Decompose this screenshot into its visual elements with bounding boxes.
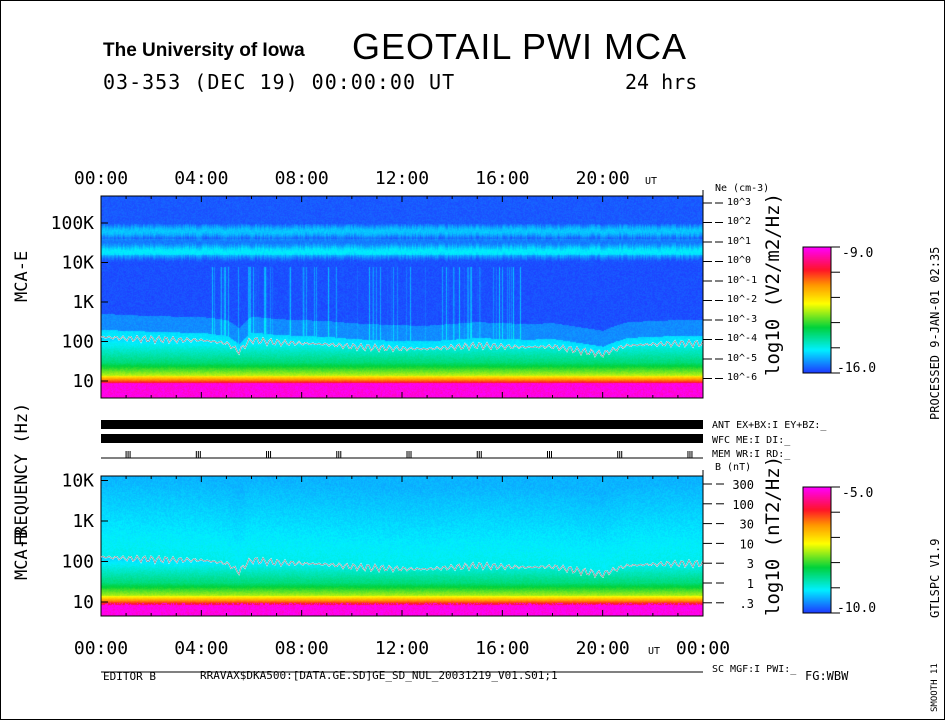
plasma-line-edge [100,335,704,358]
ant-status: ANT EX+BX:I EY+BZ:_ [712,420,827,431]
y-axis-label: FREQUENCY (Hz) [12,402,32,546]
ne-tick-label: 10^1 [727,236,752,247]
x-tick-top-unit: UT [645,176,657,187]
colorbar-border [802,246,832,374]
ne-tick-label: 10^-2 [727,294,758,305]
processed-label: PROCESSED 9-JAN-01 02:35 [928,246,942,420]
b-axis-title: B (nT) [715,462,752,473]
x-tick-top: 00:00 [74,168,128,189]
b-tick-label: 100 [732,498,754,512]
version-label: GTLSPC V1.9 [928,538,942,618]
editor-label: EDITOR B [103,670,156,683]
ne-tick-label: 10^-5 [727,353,758,364]
mca-e-colorbar [803,247,831,373]
ne-tick-label: 10^-1 [727,275,758,286]
plasma-line-edge [100,555,704,578]
mca-e-plasma-line [100,334,704,358]
mca-b-spectrogram [101,476,703,616]
mca-b-colorbar [803,487,831,613]
mca-e-spectrogram [101,196,703,398]
file-path: RRAVAX$DKA500:[DATA.GE.SD]GE_SD_NUL_2003… [200,669,558,682]
x-tick-top: 08:00 [275,168,329,189]
colorbar-max-e: -9.0 [842,246,874,261]
b-tick-label: 300 [732,478,754,492]
x-tick-top: 16:00 [475,168,529,189]
x-tick-top: 04:00 [174,168,228,189]
y-tick-label-e: 100 [61,332,94,353]
b-tick-label: .3 [740,597,754,611]
x-tick-bottom: 00:00 [74,638,128,659]
ne-tick-label: 10^-3 [727,314,758,325]
duration-label: 24 hrs [625,70,698,94]
date-label: 03-353 (DEC 19) 00:00:00 UT [103,70,456,94]
wfc-status-bar [101,434,703,443]
y-tick-label-b: 10K [61,471,94,492]
ne-tick-label: 10^3 [727,197,752,208]
panel-label-mca-e: MCA-E [12,250,32,302]
ne-tick-label: 10^-4 [727,333,758,344]
ant-status-bar [101,420,703,429]
b-tick-label: 10 [740,537,754,551]
x-tick-bottom: 08:00 [275,638,329,659]
x-tick-top: 20:00 [576,168,630,189]
mca-b-panel-border [100,475,704,617]
colorbar-label-e: log10 (V2/m2/Hz) [762,192,784,376]
ne-tick-label: 10^2 [727,216,752,227]
y-tick-label-b: 10 [72,592,94,613]
b-tick-label: 1 [747,577,754,591]
b-tick-label: 30 [740,518,754,532]
x-tick-bottom: 00:00 [676,638,730,659]
plot-title: GEOTAIL PWI MCA [352,26,688,67]
colorbar-min-e: -16.0 [837,361,877,376]
x-tick-bottom: 12:00 [375,638,429,659]
ne-tick-label: 10^-6 [727,372,758,383]
colorbar-label-b: log10 (nT2/Hz) [762,455,784,616]
fg-label: FG:WBW [805,669,849,683]
colorbar-max-b: -5.0 [842,486,874,501]
institution-label: The University of Iowa [103,40,305,61]
y-tick-label-e: 100K [51,213,95,234]
y-tick-label-b: 100 [61,552,94,573]
x-tick-top: 12:00 [375,168,429,189]
x-tick-bottom: 16:00 [475,638,529,659]
wfc-status: WFC ME:I DI:_ [712,435,791,446]
x-tick-bottom-unit: UT [648,646,660,657]
sc-status: SC MGF:I PWI:_ [712,664,797,675]
mem-status: MEM WR:I RD:_ [712,449,791,460]
ne-tick-label: 10^0 [727,255,752,266]
mca-b-plasma-line [100,554,704,579]
b-tick-label: 3 [747,557,754,571]
x-tick-bottom: 04:00 [174,638,228,659]
y-tick-label-b: 1K [72,511,94,532]
colorbar-min-b: -10.0 [837,601,877,616]
mca-e-panel-border [100,195,704,399]
panel-label-mca-b: MCA-B [12,528,32,580]
x-tick-bottom: 20:00 [576,638,630,659]
smooth-label: SMOOTH 11 [930,663,940,712]
ne-axis-title: Ne (cm-3) [715,183,770,194]
y-tick-label-e: 10 [72,371,94,392]
colorbar-border [802,486,832,614]
y-tick-label-e: 1K [72,292,94,313]
y-tick-label-e: 10K [61,253,94,274]
